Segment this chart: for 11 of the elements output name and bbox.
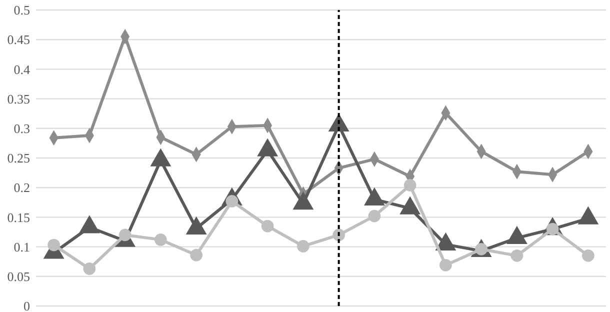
y-tick-label: 0.05 [7, 268, 30, 284]
y-tick-label: 0.25 [7, 150, 30, 166]
y-tick-label: 0.15 [7, 210, 30, 225]
y-tick-label: 0.35 [7, 91, 30, 106]
y-tick-label: 0.4 [14, 62, 30, 77]
y-tick-label: 0.3 [14, 120, 30, 136]
y-tick-label: 0.5 [14, 2, 30, 18]
y-tick-label: 0.1 [14, 239, 30, 254]
y-tick-label: 0.2 [14, 180, 30, 196]
y-tick-label: 0.45 [7, 32, 30, 48]
y-tick-label: 0 [24, 298, 30, 312]
